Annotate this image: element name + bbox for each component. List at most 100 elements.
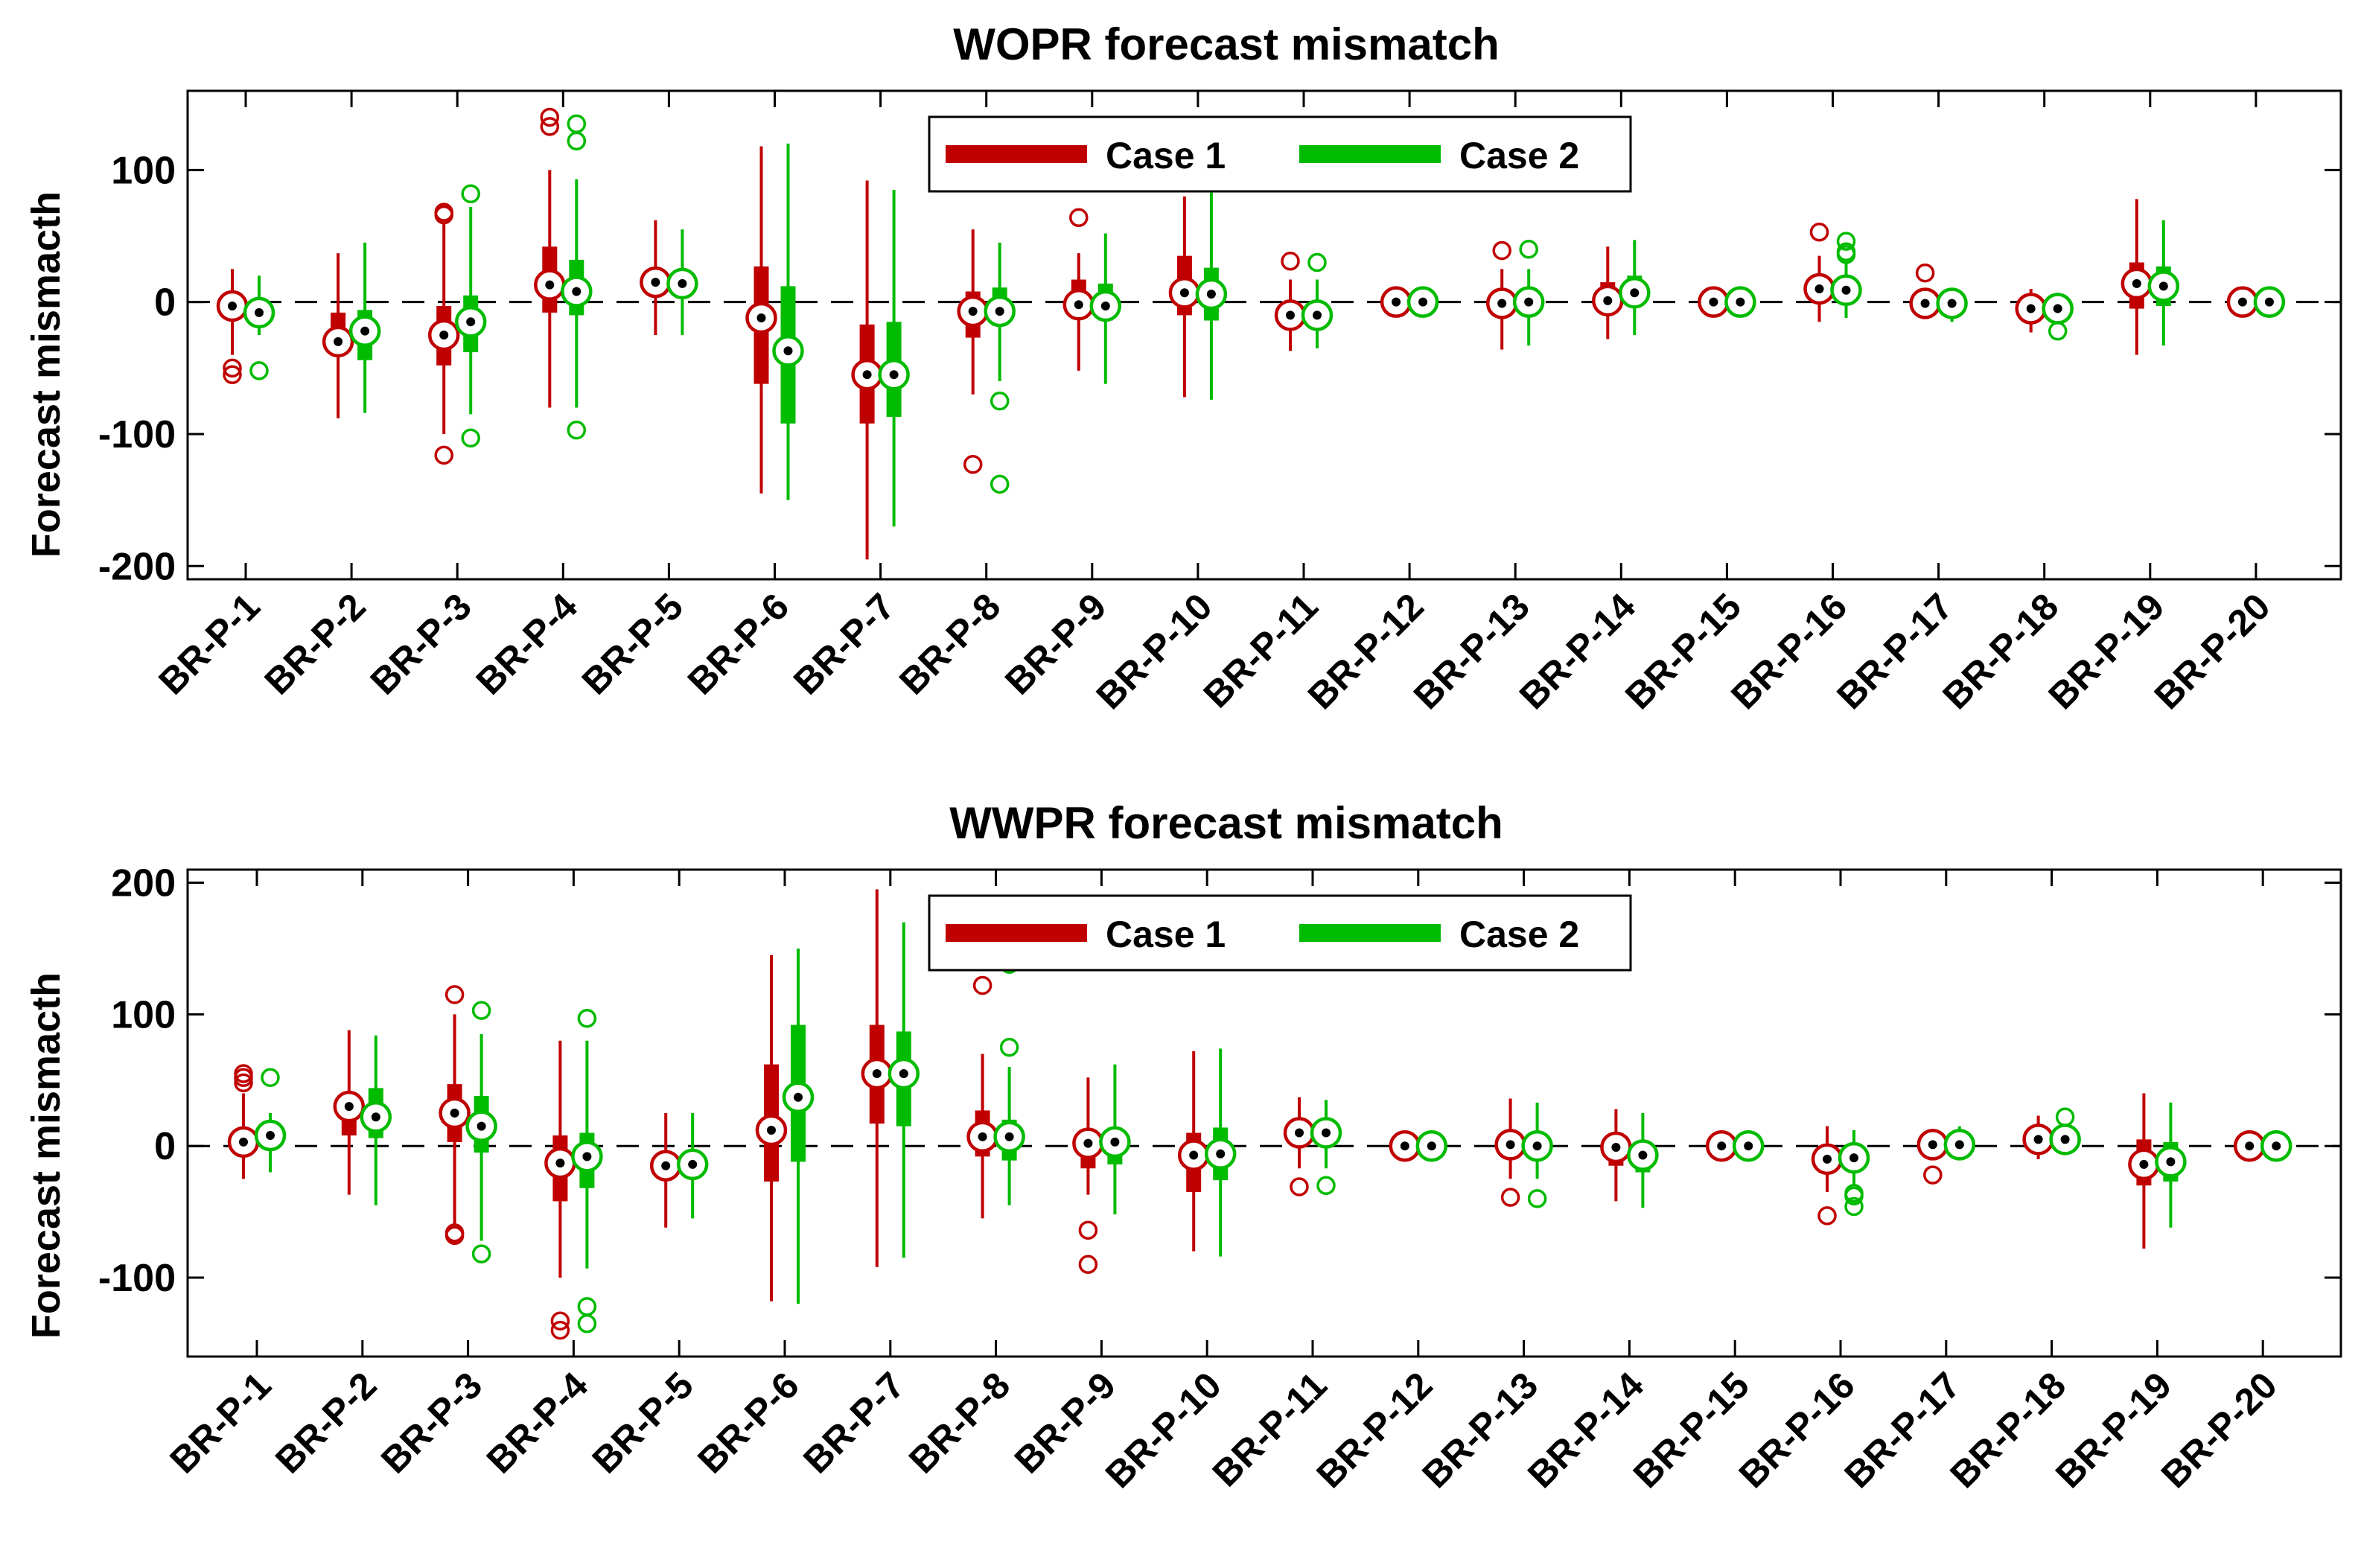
wwpr-xtick-label: BR-P-6 <box>689 1364 806 1481</box>
wopr-br-p-1-case1-median-dot <box>228 301 237 310</box>
wwpr-br-p-11-case2-median-dot <box>1322 1128 1331 1138</box>
wwpr-br-p-11-case1-outlier <box>1290 1177 1309 1196</box>
wwpr-panel: WWPR forecast mismatch Forecast mismacth… <box>24 798 2342 1496</box>
wopr-br-p-19-case1-median-dot <box>2132 278 2141 288</box>
wwpr-br-p-8-case2-outlier <box>999 1037 1019 1057</box>
wwpr-br-p-18-case2-outlier <box>2055 1107 2075 1127</box>
wwpr-br-p-20-case1-median-dot <box>2245 1141 2255 1151</box>
wwpr-br-p-1-case1-outlier <box>234 1064 253 1083</box>
wopr-br-p-3-case2-outlier <box>461 184 480 204</box>
wwpr-br-p-12-case2-median-dot <box>1427 1141 1436 1151</box>
wopr-br-p-18-case2-outlier <box>2048 321 2068 341</box>
wwpr-br-p-9-case1-outlier <box>1078 1220 1098 1240</box>
wwpr-xtick-label: BR-P-5 <box>584 1364 701 1481</box>
wwpr-xtick-label: BR-P-14 <box>1520 1364 1651 1496</box>
wwpr-xtick-label: BR-P-1 <box>162 1364 278 1481</box>
wopr-br-p-2-case1-median-dot <box>334 337 343 346</box>
wwpr-xtick-label: BR-P-8 <box>901 1364 1018 1481</box>
wopr-xtick-label: BR-P-20 <box>2147 585 2278 717</box>
wopr-br-p-11-case1-outlier <box>1281 251 1300 271</box>
wopr-br-p-7-case2-median-dot <box>889 370 899 380</box>
wopr-br-p-8-case1-median-dot <box>968 307 978 316</box>
wopr-br-p-9-case1-median-dot <box>1074 300 1083 310</box>
wwpr-xtick-label: BR-P-10 <box>1097 1364 1229 1496</box>
wwpr-br-p-5-case2-median-dot <box>688 1159 698 1169</box>
wwpr-br-p-4-case2-median-dot <box>582 1152 592 1161</box>
wwpr-br-p-17-case2-median-dot <box>1954 1140 1964 1150</box>
wopr-br-p-4-case1-outlier <box>540 107 560 127</box>
wwpr-br-p-16-case2-outlier <box>1844 1186 1864 1206</box>
wwpr-br-p-19-case2-median-dot <box>2166 1157 2176 1167</box>
wwpr-br-p-6-case1-median-dot <box>767 1125 776 1135</box>
wopr-xtick-label: BR-P-6 <box>680 585 797 702</box>
wopr-br-p-17-case2-median-dot <box>1947 299 1957 308</box>
wwpr-br-p-4-case2-outlier <box>577 1314 597 1333</box>
wopr-xtick-label: BR-P-16 <box>1723 585 1855 717</box>
wwpr-br-p-16-case1-outlier <box>1817 1206 1837 1226</box>
wwpr-xtick-label: BR-P-4 <box>479 1364 596 1482</box>
wopr-br-p-16-case2-outlier <box>1836 242 1856 262</box>
wopr-br-p-9-case2-median-dot <box>1100 301 1110 310</box>
wopr-title: WOPR forecast mismatch <box>953 19 1500 69</box>
wopr-br-p-16-case1-median-dot <box>1814 284 1824 293</box>
wopr-xtick-label: BR-P-17 <box>1829 585 1960 717</box>
wwpr-br-p-4-case1-outlier <box>550 1320 570 1340</box>
wopr-br-p-13-case2-outlier <box>1519 240 1538 259</box>
wwpr-br-p-18-case1-median-dot <box>2033 1135 2043 1144</box>
wwpr-br-p-3-case2-median-dot <box>477 1121 486 1131</box>
wwpr-br-p-3-case1-median-dot <box>450 1109 459 1118</box>
wopr-br-p-17-case1-median-dot <box>1920 299 1930 308</box>
wopr-ytick-label: 0 <box>154 281 176 325</box>
wwpr-br-p-13-case2-median-dot <box>1532 1141 1542 1151</box>
wwpr-br-p-14-case1-median-dot <box>1611 1142 1621 1152</box>
wopr-br-p-1-case1-outlier <box>223 358 242 378</box>
wwpr-br-p-1-case1-median-dot <box>239 1137 248 1147</box>
wwpr-br-p-4-case1-median-dot <box>555 1159 565 1168</box>
wopr-br-p-10-case1-median-dot <box>1179 288 1189 298</box>
wopr-xtick-label: BR-P-12 <box>1300 585 1432 717</box>
wopr-br-p-8-case2-median-dot <box>995 307 1004 316</box>
wopr-xtick-label: BR-P-2 <box>256 585 373 702</box>
wopr-br-p-19-case2-median-dot <box>2158 281 2168 291</box>
wwpr-br-p-16-case2-outlier <box>1844 1196 1864 1217</box>
wopr-br-p-4-case1-outlier <box>540 117 560 136</box>
wopr-xtick-label: BR-P-13 <box>1406 585 1538 717</box>
wopr-xtick-label: BR-P-1 <box>150 585 267 702</box>
wopr-br-p-11-case1-median-dot <box>1286 310 1295 320</box>
wopr-xtick-label: BR-P-18 <box>1934 585 2066 717</box>
wwpr-xtick-label: BR-P-18 <box>1942 1364 2074 1496</box>
wopr-ytick-label: -100 <box>98 413 176 456</box>
wopr-br-p-3-case1-outlier <box>434 445 453 465</box>
wwpr-br-p-7-case2-median-dot <box>899 1068 908 1078</box>
wwpr-br-p-16-case2-median-dot <box>1849 1153 1858 1163</box>
wopr-br-p-18-case1-median-dot <box>2026 304 2036 313</box>
wopr-xtick-label: BR-P-19 <box>2040 585 2172 717</box>
wwpr-br-p-12-case1-median-dot <box>1400 1141 1409 1151</box>
wopr-br-p-20-case2-median-dot <box>2264 297 2274 307</box>
wopr-br-p-13-case1-outlier <box>1492 240 1511 261</box>
wopr-br-p-8-case1-outlier <box>963 455 983 474</box>
wopr-br-p-16-case2-median-dot <box>1841 285 1851 295</box>
wwpr-xtick-label: BR-P-3 <box>373 1364 490 1481</box>
wopr-ytick-label: -200 <box>98 545 176 588</box>
wwpr-legend: Case 1 Case 2 <box>928 894 1632 972</box>
wwpr-br-p-13-case1-median-dot <box>1506 1140 1515 1150</box>
wwpr-br-p-4-case2-outlier <box>577 1297 597 1316</box>
wwpr-br-p-16-case1-median-dot <box>1823 1154 1832 1164</box>
wopr-legend: Case 1 Case 2 <box>928 115 1632 193</box>
wopr-br-p-9-case1-outlier <box>1069 208 1089 227</box>
wwpr-br-p-7-case1-median-dot <box>872 1068 882 1078</box>
wopr-br-p-16-case1-outlier <box>1809 222 1829 242</box>
wwpr-br-p-3-case2-outlier <box>471 1244 491 1263</box>
wopr-br-p-8-case2-outlier <box>990 474 1010 494</box>
wwpr-xtick-label: BR-P-17 <box>1836 1364 1968 1496</box>
wopr-br-p-20-case1-median-dot <box>2237 297 2247 307</box>
wwpr-legend-case1-label: Case 1 <box>1106 914 1226 955</box>
wwpr-br-p-18-case2-median-dot <box>2060 1135 2070 1144</box>
wopr-br-p-10-case2-median-dot <box>1206 290 1216 299</box>
wopr-br-p-6-case2-median-dot <box>783 346 793 356</box>
wopr-br-p-18-case2-median-dot <box>2053 304 2062 313</box>
wopr-xtick-label: BR-P-11 <box>1196 585 1326 716</box>
wwpr-br-p-4-case2-outlier <box>577 1008 597 1028</box>
wopr-br-p-6-case1-median-dot <box>756 313 766 322</box>
